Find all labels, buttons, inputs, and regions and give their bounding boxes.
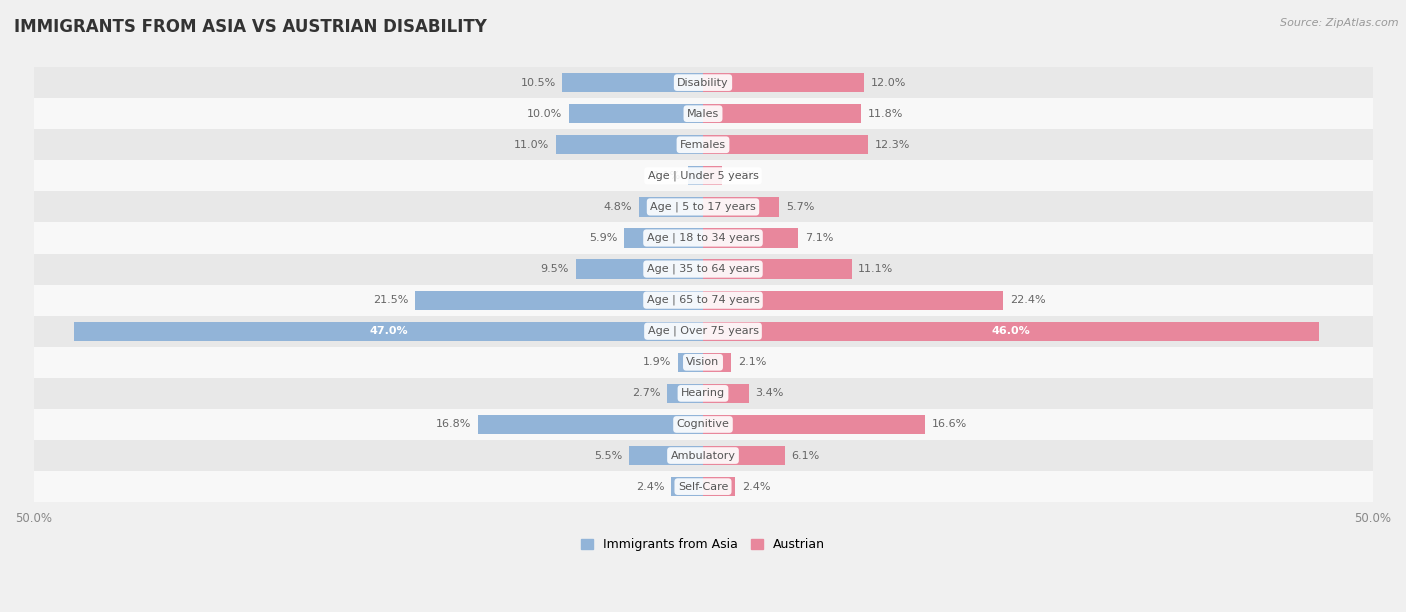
Text: 5.7%: 5.7% xyxy=(786,202,814,212)
Text: 11.1%: 11.1% xyxy=(858,264,894,274)
Text: Age | Over 75 years: Age | Over 75 years xyxy=(648,326,758,337)
Bar xyxy=(624,228,703,248)
Bar xyxy=(703,446,785,465)
Text: 10.0%: 10.0% xyxy=(527,109,562,119)
Text: Ambulatory: Ambulatory xyxy=(671,450,735,461)
Text: Vision: Vision xyxy=(686,357,720,367)
Text: 46.0%: 46.0% xyxy=(991,326,1031,336)
Text: 2.4%: 2.4% xyxy=(636,482,664,491)
Text: Age | Under 5 years: Age | Under 5 years xyxy=(648,171,758,181)
Text: 3.4%: 3.4% xyxy=(755,389,783,398)
Bar xyxy=(638,197,703,217)
Bar xyxy=(703,477,735,496)
Text: 16.8%: 16.8% xyxy=(436,419,471,430)
Bar xyxy=(34,316,1372,347)
Text: IMMIGRANTS FROM ASIA VS AUSTRIAN DISABILITY: IMMIGRANTS FROM ASIA VS AUSTRIAN DISABIL… xyxy=(14,18,486,36)
Text: 10.5%: 10.5% xyxy=(520,78,555,88)
Text: 2.1%: 2.1% xyxy=(738,357,766,367)
Bar xyxy=(34,471,1372,502)
Bar xyxy=(703,104,860,124)
Bar xyxy=(34,378,1372,409)
Text: 22.4%: 22.4% xyxy=(1010,295,1045,305)
Bar xyxy=(34,67,1372,98)
Bar xyxy=(34,98,1372,129)
Bar xyxy=(666,384,703,403)
Bar xyxy=(703,135,868,154)
Bar xyxy=(34,440,1372,471)
Bar xyxy=(703,415,925,434)
Text: 1.1%: 1.1% xyxy=(654,171,682,181)
Text: Age | 35 to 64 years: Age | 35 to 64 years xyxy=(647,264,759,274)
Text: 12.3%: 12.3% xyxy=(875,140,910,150)
Bar xyxy=(703,321,1319,341)
Text: Source: ZipAtlas.com: Source: ZipAtlas.com xyxy=(1281,18,1399,28)
Bar xyxy=(34,192,1372,222)
Text: Hearing: Hearing xyxy=(681,389,725,398)
Bar xyxy=(73,321,703,341)
Text: 11.8%: 11.8% xyxy=(868,109,903,119)
Bar xyxy=(569,104,703,124)
Text: 9.5%: 9.5% xyxy=(541,264,569,274)
Text: Age | 65 to 74 years: Age | 65 to 74 years xyxy=(647,295,759,305)
Bar xyxy=(34,285,1372,316)
Bar xyxy=(671,477,703,496)
Text: 2.7%: 2.7% xyxy=(631,389,661,398)
Bar xyxy=(703,73,863,92)
Text: 2.4%: 2.4% xyxy=(742,482,770,491)
Bar xyxy=(703,166,721,185)
Bar xyxy=(689,166,703,185)
Text: Females: Females xyxy=(681,140,725,150)
Bar xyxy=(576,259,703,278)
Text: Males: Males xyxy=(688,109,718,119)
Bar xyxy=(555,135,703,154)
Text: Age | 5 to 17 years: Age | 5 to 17 years xyxy=(650,202,756,212)
Text: 21.5%: 21.5% xyxy=(373,295,408,305)
Bar xyxy=(630,446,703,465)
Bar xyxy=(703,384,748,403)
Text: Self-Care: Self-Care xyxy=(678,482,728,491)
Text: 12.0%: 12.0% xyxy=(870,78,905,88)
Text: 6.1%: 6.1% xyxy=(792,450,820,461)
Text: 1.4%: 1.4% xyxy=(728,171,756,181)
Bar xyxy=(34,160,1372,192)
Bar xyxy=(703,197,779,217)
Bar xyxy=(703,291,1002,310)
Text: 1.9%: 1.9% xyxy=(643,357,671,367)
Bar xyxy=(703,259,852,278)
Bar xyxy=(415,291,703,310)
Bar xyxy=(34,129,1372,160)
Bar xyxy=(478,415,703,434)
Bar xyxy=(703,353,731,372)
Text: 16.6%: 16.6% xyxy=(932,419,967,430)
Bar xyxy=(34,253,1372,285)
Bar xyxy=(678,353,703,372)
Bar xyxy=(703,228,799,248)
Text: 7.1%: 7.1% xyxy=(804,233,834,243)
Bar xyxy=(34,347,1372,378)
Text: Disability: Disability xyxy=(678,78,728,88)
Text: 47.0%: 47.0% xyxy=(368,326,408,336)
Bar xyxy=(34,222,1372,253)
Bar xyxy=(562,73,703,92)
Text: 5.5%: 5.5% xyxy=(595,450,623,461)
Legend: Immigrants from Asia, Austrian: Immigrants from Asia, Austrian xyxy=(576,534,830,556)
Text: Age | 18 to 34 years: Age | 18 to 34 years xyxy=(647,233,759,243)
Text: 5.9%: 5.9% xyxy=(589,233,617,243)
Bar xyxy=(34,409,1372,440)
Text: 11.0%: 11.0% xyxy=(513,140,548,150)
Text: 4.8%: 4.8% xyxy=(603,202,633,212)
Text: Cognitive: Cognitive xyxy=(676,419,730,430)
